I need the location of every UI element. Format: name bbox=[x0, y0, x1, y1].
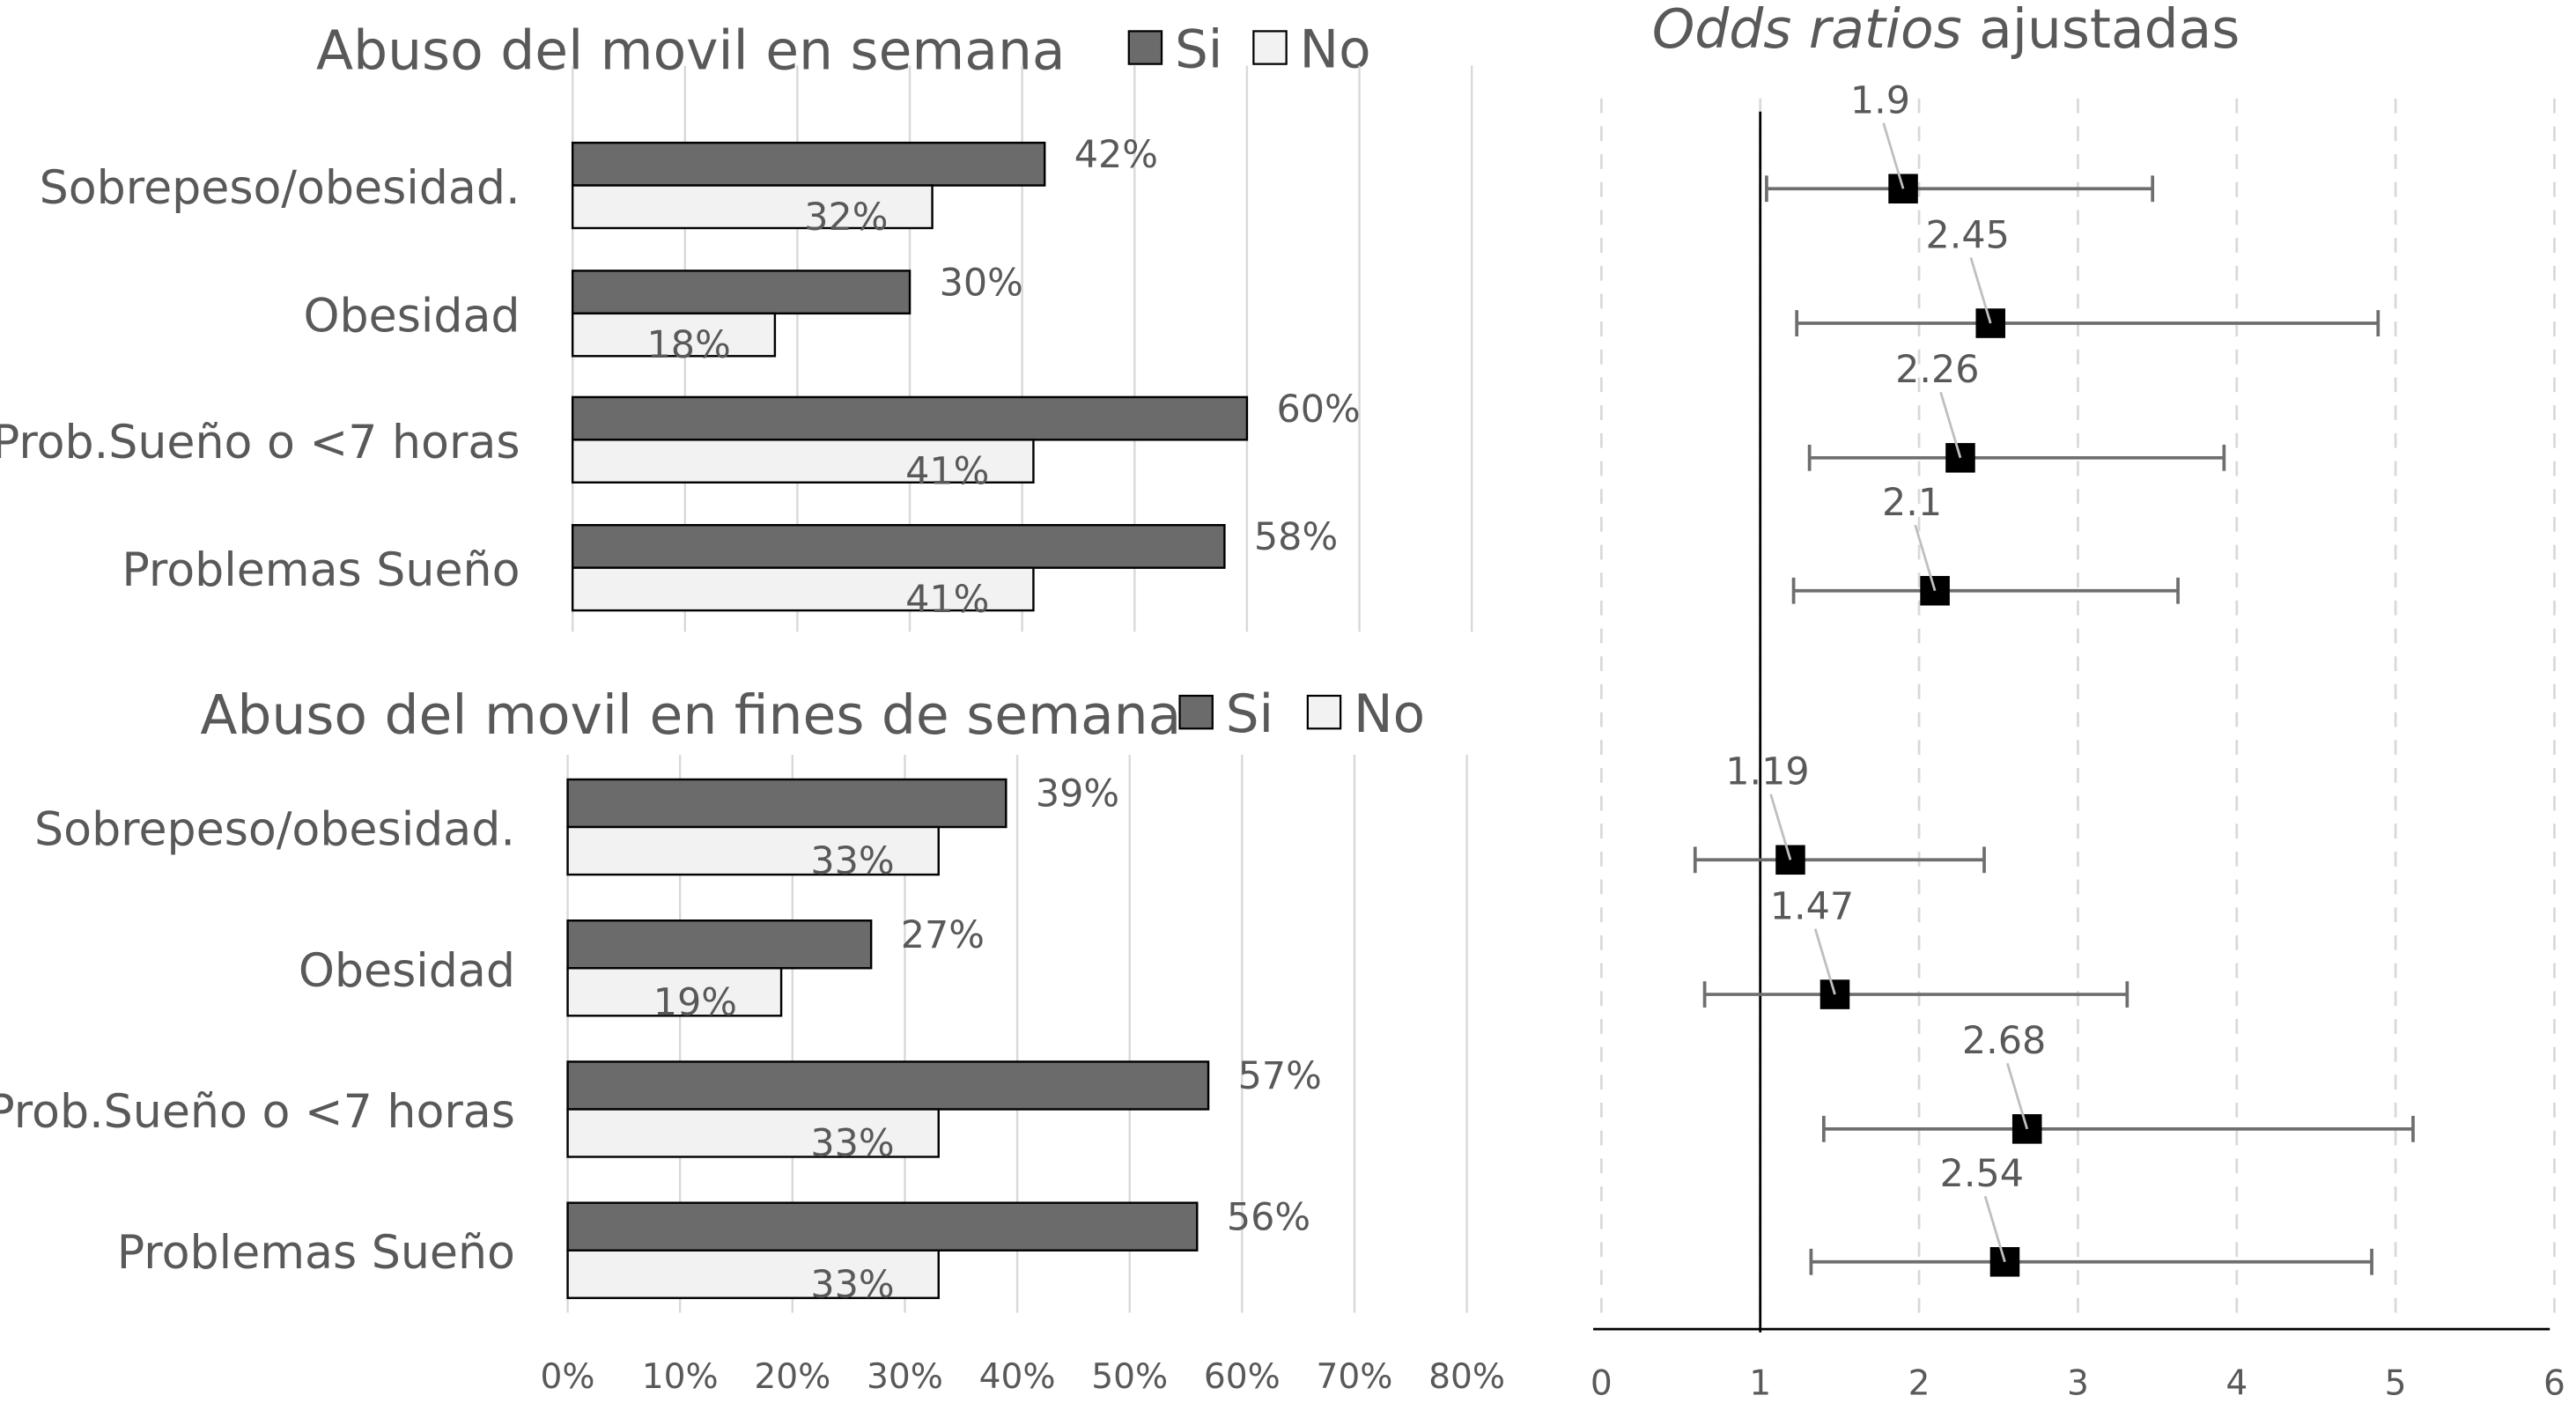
data-label: 42% bbox=[1074, 133, 1158, 177]
bar-no bbox=[566, 1249, 940, 1299]
chart-title: Abuso del movil en semana bbox=[316, 19, 1066, 82]
data-label: 1.9 bbox=[1850, 79, 1910, 123]
data-label: 57% bbox=[1238, 1054, 1322, 1098]
data-label: 60% bbox=[1276, 388, 1360, 432]
data-label: 2.26 bbox=[1895, 348, 1979, 392]
category-label: Prob.Sueño o <7 horas bbox=[0, 417, 520, 469]
x-tick-label: 2 bbox=[1908, 1364, 1930, 1403]
data-label: 1.47 bbox=[1770, 884, 1854, 928]
bar-no bbox=[571, 566, 1035, 612]
bar-si bbox=[566, 778, 1008, 829]
x-tick-label: 5 bbox=[2385, 1364, 2407, 1403]
leader-line bbox=[1969, 257, 1992, 324]
leader-line bbox=[1914, 524, 1937, 592]
data-label: 41% bbox=[905, 578, 989, 622]
data-label: 32% bbox=[804, 196, 888, 240]
data-label: 39% bbox=[1036, 772, 1119, 816]
bar-si bbox=[571, 523, 1226, 569]
x-tick-label: 1 bbox=[1749, 1364, 1771, 1403]
legend-swatch-si bbox=[1178, 694, 1214, 730]
legend-label-no: No bbox=[1354, 684, 1425, 745]
data-label: 18% bbox=[647, 323, 731, 367]
bar-no bbox=[566, 825, 940, 876]
x-tick-label: 10% bbox=[642, 1357, 719, 1397]
bar-si bbox=[566, 919, 873, 970]
bar-si bbox=[566, 1201, 1199, 1252]
data-label: 56% bbox=[1227, 1195, 1310, 1239]
data-label: 33% bbox=[810, 839, 894, 883]
data-label: 2.68 bbox=[1962, 1019, 2046, 1063]
bar-no bbox=[571, 439, 1035, 484]
legend-label-si: Si bbox=[1226, 684, 1273, 745]
data-label: 33% bbox=[810, 1122, 894, 1166]
x-tick-label: 4 bbox=[2225, 1364, 2248, 1403]
x-tick-label: 50% bbox=[1091, 1357, 1168, 1397]
data-label: 58% bbox=[1254, 515, 1338, 559]
data-label: 33% bbox=[810, 1263, 894, 1307]
category-label: Obesidad bbox=[299, 945, 515, 998]
bar-no bbox=[571, 184, 934, 230]
leader-line bbox=[1882, 122, 1905, 189]
x-tick-label: 0% bbox=[541, 1357, 595, 1397]
x-tick-label: 30% bbox=[867, 1357, 943, 1397]
x-tick-label: 40% bbox=[979, 1357, 1056, 1397]
bar-si bbox=[571, 141, 1046, 187]
category-label: Prob.Sueño o <7 horas bbox=[0, 1086, 515, 1139]
data-label: 41% bbox=[905, 450, 989, 494]
x-tick-label: 70% bbox=[1316, 1357, 1392, 1397]
x-tick-label: 20% bbox=[754, 1357, 830, 1397]
data-label: 30% bbox=[940, 261, 1023, 305]
category-label: Sobrepeso/obesidad. bbox=[40, 162, 520, 215]
data-label: 1.19 bbox=[1725, 750, 1809, 794]
leader-line bbox=[2006, 1062, 2029, 1130]
category-label: Sobrepeso/obesidad. bbox=[34, 804, 515, 857]
legend-swatch-si bbox=[1127, 30, 1163, 65]
bar-no bbox=[566, 1108, 940, 1158]
data-label: 2.54 bbox=[1940, 1152, 2024, 1196]
bar-no bbox=[566, 967, 783, 1017]
title-italic: Odds ratios bbox=[1652, 0, 1962, 61]
bar-si bbox=[571, 395, 1249, 441]
bar-si bbox=[571, 270, 912, 315]
leader-line bbox=[1769, 794, 1792, 860]
chart-title: Odds ratios ajustadas bbox=[1652, 0, 2240, 61]
x-tick-label: 0 bbox=[1591, 1364, 1613, 1403]
category-label: Problemas Sueño bbox=[122, 544, 520, 597]
legend-swatch-no bbox=[1306, 694, 1342, 730]
leader-line bbox=[1983, 1195, 2006, 1263]
title-rest: ajustadas bbox=[1962, 0, 2240, 61]
data-label: 19% bbox=[653, 980, 737, 1024]
x-tick-label: 60% bbox=[1204, 1357, 1281, 1397]
x-tick-label: 3 bbox=[2067, 1364, 2089, 1403]
x-tick-label: 6 bbox=[2543, 1364, 2565, 1403]
category-label: Problemas Sueño bbox=[117, 1227, 515, 1280]
category-label: Obesidad bbox=[303, 290, 520, 343]
leader-line bbox=[1813, 928, 1836, 995]
leader-line bbox=[1939, 391, 1962, 459]
data-label: 27% bbox=[901, 913, 985, 957]
data-label: 2.1 bbox=[1882, 481, 1942, 525]
chart-title: Abuso del movil en fines de semana bbox=[200, 684, 1181, 747]
legend-swatch-no bbox=[1252, 30, 1288, 65]
bar-no bbox=[571, 312, 777, 358]
x-tick-label: 80% bbox=[1428, 1357, 1505, 1397]
data-label: 2.45 bbox=[1925, 213, 2009, 257]
legend-label-si: Si bbox=[1175, 19, 1222, 80]
bar-si bbox=[566, 1060, 1210, 1111]
